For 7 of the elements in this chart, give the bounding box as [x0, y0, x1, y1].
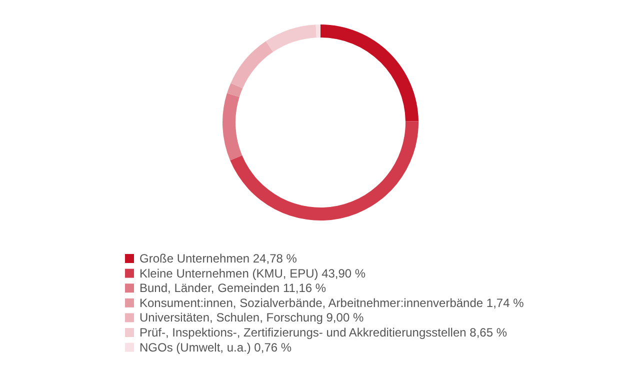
legend-label: Prüf-, Inspektions-, Zertifizierungs- und Akkreditierungsstellen 8,65 %: [140, 326, 508, 340]
legend-label: Universitäten, Schulen, Forschung 9,00 %: [140, 310, 364, 325]
legend-label: Bund, Länder, Gemeinden 11,16 %: [140, 281, 326, 296]
legend-label: Kleine Unternehmen (KMU, EPU) 43,90 %: [140, 266, 366, 280]
legend-label: Konsument:innen, Sozialverbände, Arbeitnehmer:innenverbände 1,74 %: [140, 296, 524, 310]
legend-label: Große Unternehmen 24,78 %: [140, 252, 298, 266]
legend-label: NGOs (Umwelt, u.a.) 0,76 %: [140, 340, 292, 354]
